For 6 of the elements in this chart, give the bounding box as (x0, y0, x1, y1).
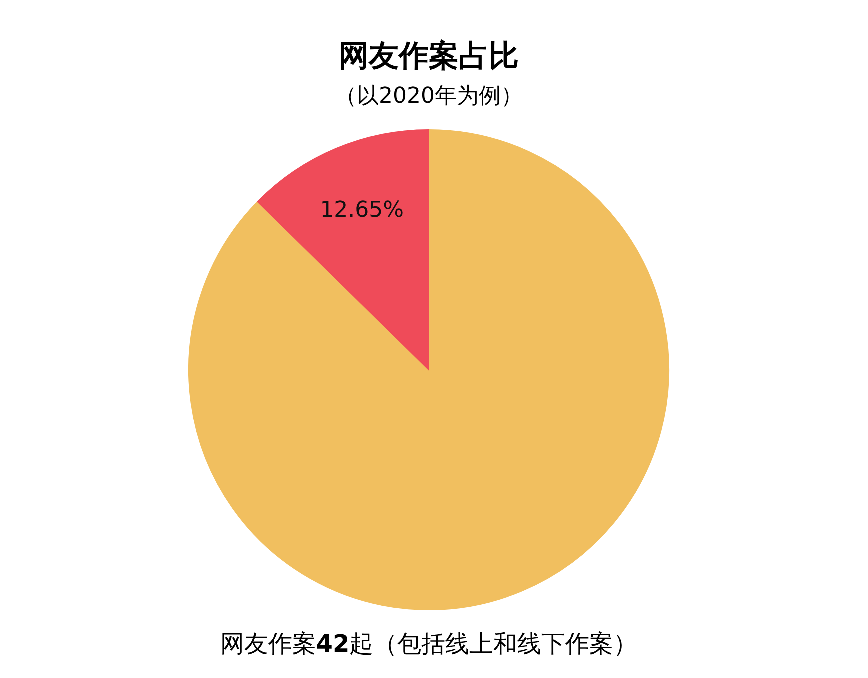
text: 网友作案42起（包括线上和线下作案） (220, 630, 638, 658)
pie-slice (188, 130, 670, 610)
chart-title: 网友作案占比 (339, 39, 519, 74)
data-label: 12.65% (320, 198, 404, 224)
chart-subtitle: （以2020年为例） (335, 84, 523, 109)
pie-slice (257, 130, 430, 370)
